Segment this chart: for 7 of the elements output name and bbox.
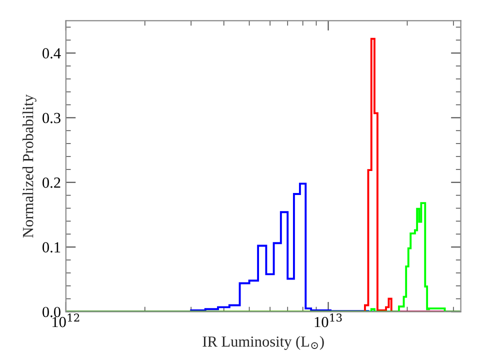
y-tick-label: 0.2 [42,178,60,188]
x-axis-title: IR Luminosity (L$_{⊙}$) [202,336,324,350]
y-tick-label: 0.1 [42,242,60,253]
y-tick-label: 0.3 [42,112,60,124]
x-tick-label: 10$^{13}$ [314,314,342,328]
y-tick-label: 0.4 [42,48,61,59]
y-axis-title: Normalized Probability [22,94,36,238]
